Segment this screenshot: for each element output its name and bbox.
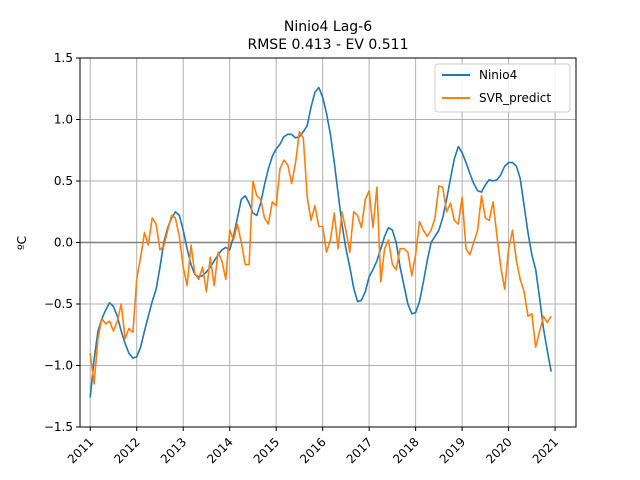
series-line-svr-predict <box>89 131 552 385</box>
y-tick-label-5: 1.0 <box>54 113 73 127</box>
series-group <box>89 86 552 398</box>
y-tick-label-2: −0.5 <box>44 297 73 311</box>
y-axis-label: ºC <box>15 236 29 250</box>
y-tick-label-6: 1.5 <box>54 51 73 65</box>
y-tick-label-3: 0.0 <box>54 236 73 250</box>
y-tick-label-0: −1.5 <box>44 420 73 434</box>
legend-label-svr-predict: SVR_predict <box>479 91 551 105</box>
y-tick-label-4: 0.5 <box>54 174 73 188</box>
legend-label-ninio4: Ninio4 <box>479 68 517 82</box>
y-axis: −1.5 −1.0 −0.5 0.0 0.5 1.0 1.5 <box>44 51 80 434</box>
chart-title: Ninio4 Lag-6 <box>284 19 372 35</box>
legend: Ninio4 SVR_predict <box>434 63 571 113</box>
y-tick-label-1: −1.0 <box>44 359 73 373</box>
chart-subtitle: RMSE 0.413 - EV 0.511 <box>248 37 409 53</box>
